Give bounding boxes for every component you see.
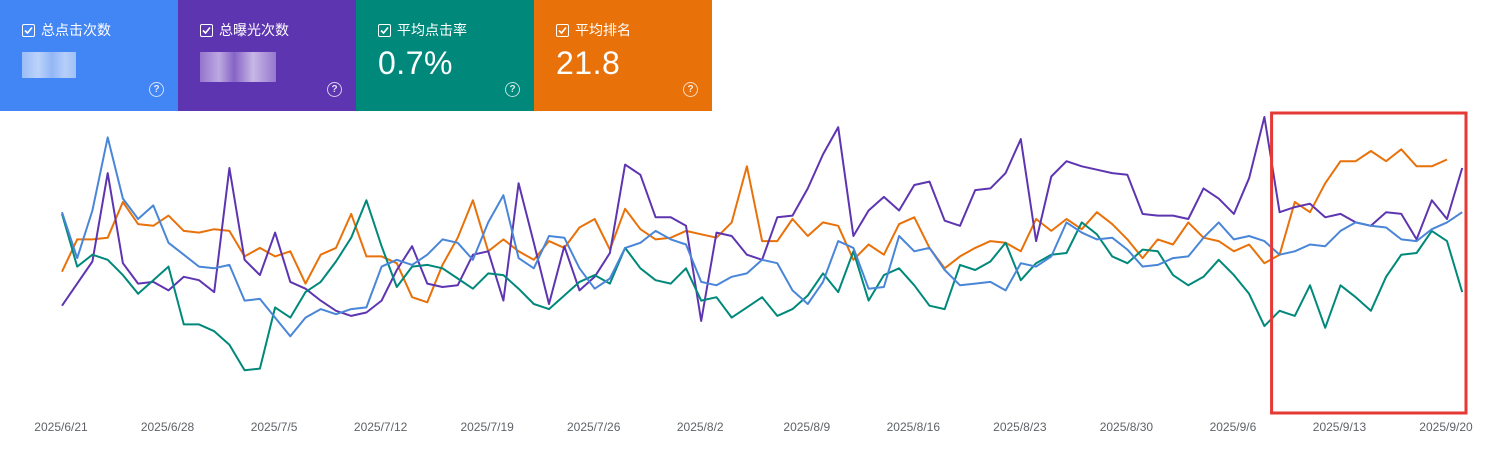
x-tick-label: 2025/9/13 — [1313, 420, 1367, 434]
x-tick-label: 2025/8/9 — [783, 420, 830, 434]
card-avg-ctr[interactable]: 平均点击率 0.7% ? — [356, 0, 534, 111]
x-tick-label: 2025/7/5 — [251, 420, 298, 434]
card-label: 总点击次数 — [41, 22, 111, 38]
card-label: 平均点击率 — [397, 22, 467, 38]
card-total-impressions[interactable]: 总曝光次数 ? — [178, 0, 356, 111]
series-line-2 — [61, 199, 1464, 372]
series-line-3 — [61, 136, 1463, 338]
blurred-value — [22, 52, 76, 78]
x-tick-label: 2025/9/20 — [1419, 420, 1473, 434]
help-icon[interactable]: ? — [505, 82, 520, 97]
card-label: 平均排名 — [575, 22, 631, 38]
metric-cards: 总点击次数 ? 总曝光次数 ? 平均点击率 0.7% ? 平均排名 21.8 ? — [0, 0, 712, 111]
help-icon[interactable]: ? — [327, 82, 342, 97]
x-tick-label: 2025/7/26 — [567, 420, 621, 434]
x-tick-label: 2025/8/2 — [677, 420, 724, 434]
x-tick-label: 2025/8/23 — [993, 420, 1047, 434]
checkbox-icon[interactable] — [556, 23, 569, 37]
checkbox-icon[interactable] — [378, 23, 391, 37]
card-value: 21.8 — [556, 45, 621, 81]
card-label: 总曝光次数 — [219, 22, 289, 38]
series-line-1 — [61, 116, 1464, 322]
card-avg-position[interactable]: 平均排名 21.8 ? — [534, 0, 712, 111]
x-tick-label: 2025/8/30 — [1100, 420, 1154, 434]
card-value: 0.7% — [378, 45, 453, 81]
blurred-value — [200, 52, 276, 82]
x-tick-label: 2025/6/21 — [34, 420, 88, 434]
series-line-0 — [61, 148, 1448, 304]
highlight-box — [1270, 111, 1468, 415]
x-tick-label: 2025/7/19 — [460, 420, 514, 434]
performance-line-chart: 2025/6/21 2025/6/28 2025/7/5 2025/7/12 2025/… — [34, 111, 1473, 434]
x-tick-label: 2025/8/16 — [887, 420, 941, 434]
x-tick-label: 2025/9/6 — [1210, 420, 1257, 434]
card-total-clicks[interactable]: 总点击次数 ? — [0, 0, 178, 111]
x-tick-label: 2025/7/12 — [354, 420, 408, 434]
help-icon[interactable]: ? — [149, 82, 164, 97]
x-tick-label: 2025/6/28 — [141, 420, 195, 434]
help-icon[interactable]: ? — [683, 82, 698, 97]
checkbox-icon[interactable] — [22, 23, 35, 37]
checkbox-icon[interactable] — [200, 23, 213, 37]
